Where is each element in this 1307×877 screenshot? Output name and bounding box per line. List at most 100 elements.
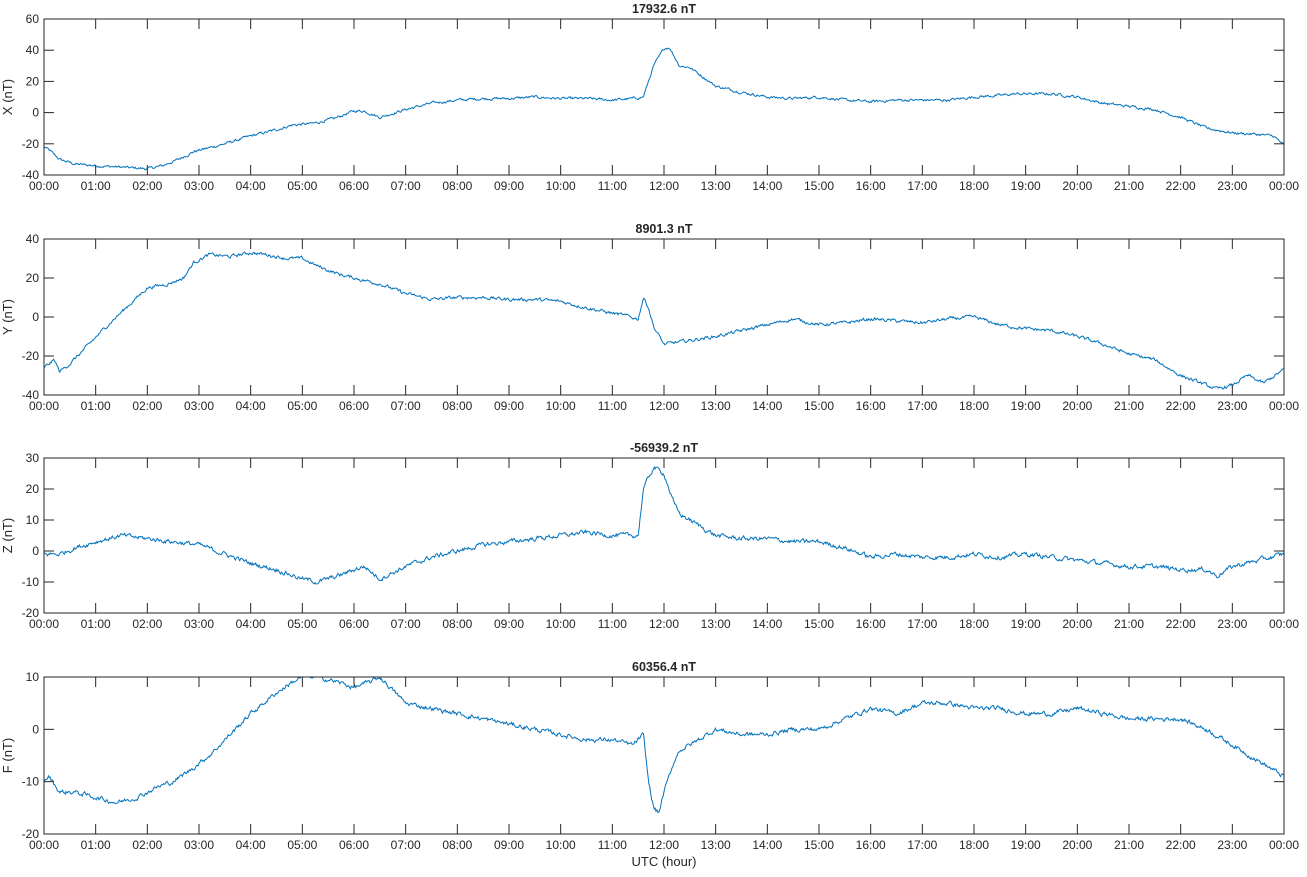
x-tick-label: 14:00 (752, 838, 782, 852)
x-tick-label: 21:00 (1114, 617, 1144, 631)
axes-box (43, 238, 1285, 396)
x-tick-label: 22:00 (1166, 617, 1196, 631)
x-tick-label: 00:00 (1269, 399, 1299, 413)
x-tick-label: 11:00 (598, 399, 627, 413)
y-tick-label: 0 (32, 310, 39, 324)
panel-title: 60356.4 nT (632, 660, 696, 674)
y-tick-label: -20 (22, 137, 40, 151)
x-tick-label: 10:00 (546, 838, 576, 852)
x-tick-label: 12:00 (649, 179, 679, 193)
panel-title: 8901.3 nT (636, 222, 693, 236)
x-tick-label: 01:00 (81, 179, 111, 193)
x-tick-label: 05:00 (287, 179, 317, 193)
y-tick-label: 0 (32, 722, 39, 736)
x-tick-label: 02:00 (132, 617, 162, 631)
x-tick-label: 12:00 (649, 617, 679, 631)
y-tick-label: 40 (26, 232, 40, 246)
x-tick-label: 07:00 (391, 179, 421, 193)
x-tick-label: 07:00 (391, 399, 421, 413)
x-tick-label: 09:00 (494, 838, 524, 852)
series-line (43, 47, 1285, 171)
x-tick-label: 17:00 (907, 399, 937, 413)
x-tick-label: 06:00 (339, 617, 369, 631)
axes-box (43, 18, 1285, 176)
panel-z: 00:00 01:00 02:00 03:00 04:00 05:00 06:00 07:00… (0, 441, 1299, 631)
x-tick-label: 06:00 (339, 179, 369, 193)
x-tick-label: 21:00 (1114, 838, 1144, 852)
panel-title: 17932.6 nT (632, 2, 696, 16)
x-tick-label: 07:00 (391, 617, 421, 631)
x-tick-label: 14:00 (752, 399, 782, 413)
x-tick-label: 14:00 (752, 179, 782, 193)
x-tick-label: 15:00 (804, 838, 834, 852)
x-tick-label: 07:00 (391, 838, 421, 852)
x-tick-label: 21:00 (1114, 399, 1144, 413)
x-tick-label: 13:00 (701, 399, 731, 413)
x-tick-label: 09:00 (494, 399, 524, 413)
x-tick-label: 22:00 (1166, 399, 1196, 413)
x-tick-label: 03:00 (184, 617, 214, 631)
x-tick-label: 13:00 (701, 838, 731, 852)
x-tick-label: 18:00 (959, 399, 989, 413)
x-tick-label: 00:00 (29, 617, 59, 631)
x-tick-label: 02:00 (132, 399, 162, 413)
x-tick-label: 21:00 (1114, 179, 1144, 193)
panel-x: 00:00 01:00 02:00 03:00 04:00 05:00 06:00 07:00… (0, 2, 1299, 193)
x-tick-label: 13:00 (701, 179, 731, 193)
y-tick-label: 20 (26, 271, 40, 285)
y-tick-label: 0 (32, 544, 39, 558)
y-tick-label: 40 (26, 43, 40, 57)
x-tick-label: 00:00 (1269, 617, 1299, 631)
x-tick-label: 03:00 (184, 179, 214, 193)
x-tick-label: 00:00 (29, 838, 59, 852)
x-tick-label: 01:00 (81, 617, 111, 631)
x-tick-label: 15:00 (804, 399, 834, 413)
panel-f: 00:00 01:00 02:00 03:00 04:00 05:00 06:00 07:00… (0, 660, 1299, 852)
x-tick-label: 05:00 (287, 838, 317, 852)
x-tick-label: 08:00 (442, 179, 472, 193)
y-axis-label: Z (nT) (0, 518, 15, 553)
x-tick-label: 11:00 (598, 179, 627, 193)
x-tick-label: 14:00 (752, 617, 782, 631)
x-tick-label: 18:00 (959, 838, 989, 852)
y-tick-label: -10 (22, 575, 40, 589)
x-tick-label: 08:00 (442, 838, 472, 852)
x-tick-label: 05:00 (287, 617, 317, 631)
x-tick-label: 10:00 (546, 399, 576, 413)
x-tick-label: 00:00 (1269, 838, 1299, 852)
x-tick-label: 00:00 (1269, 179, 1299, 193)
y-tick-label: -20 (22, 827, 40, 841)
y-tick-label: -40 (22, 168, 40, 182)
y-tick-label: 10 (26, 513, 40, 527)
y-tick-label: 0 (32, 106, 39, 120)
x-tick-label: 12:00 (649, 838, 679, 852)
x-tick-label: 15:00 (804, 617, 834, 631)
x-tick-label: 08:00 (442, 399, 472, 413)
x-tick-label: 03:00 (184, 838, 214, 852)
x-tick-label: 00:00 (29, 399, 59, 413)
x-tick-label: 00:00 (29, 179, 59, 193)
y-tick-label: 30 (26, 451, 40, 465)
y-tick-label: -10 (22, 775, 40, 789)
x-tick-label: 01:00 (81, 399, 111, 413)
y-axis-label: Y (nT) (0, 299, 15, 335)
x-tick-label: 08:00 (442, 617, 472, 631)
x-tick-label: 20:00 (1062, 399, 1092, 413)
x-tick-label: 20:00 (1062, 179, 1092, 193)
y-axis-label: X (nT) (0, 79, 15, 115)
x-tick-label: 11:00 (598, 617, 627, 631)
series-line (43, 676, 1285, 814)
x-tick-label: 19:00 (1011, 399, 1041, 413)
x-tick-label: 04:00 (236, 399, 266, 413)
x-tick-label: 20:00 (1062, 617, 1092, 631)
x-tick-label: 23:00 (1217, 617, 1247, 631)
x-tick-label: 19:00 (1011, 179, 1041, 193)
y-tick-label: -20 (22, 606, 40, 620)
panel-y: 00:00 01:00 02:00 03:00 04:00 05:00 06:00 07:00… (0, 222, 1299, 413)
x-tick-label: 02:00 (132, 179, 162, 193)
x-tick-label: 01:00 (81, 838, 111, 852)
y-tick-label: 20 (26, 482, 40, 496)
x-tick-label: 19:00 (1011, 617, 1041, 631)
x-tick-label: 16:00 (856, 838, 886, 852)
